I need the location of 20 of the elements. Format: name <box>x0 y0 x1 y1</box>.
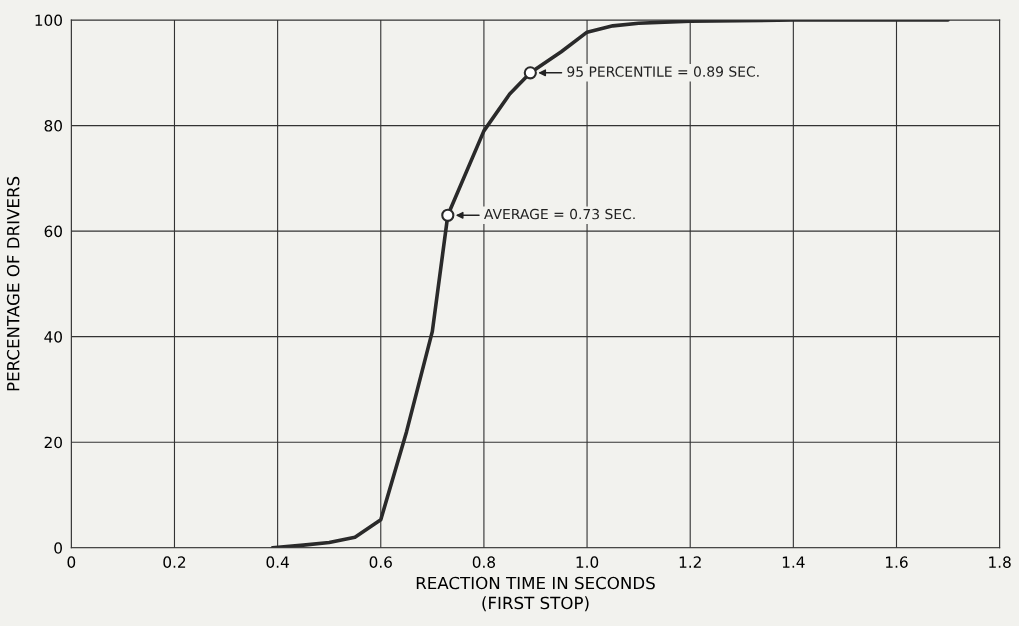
y-tick-label: 20 <box>44 436 62 449</box>
x-tick-label: 1.0 <box>576 556 599 568</box>
x-tick-label: 1.6 <box>886 556 908 568</box>
x-tick-label: 0.4 <box>266 556 289 568</box>
annotation: AVERAGE = 0.73 SEC. <box>484 208 635 220</box>
annotation: 95 PERCENTILE = 0.89 SEC. <box>567 66 759 77</box>
y-tick-label: 40 <box>44 331 62 343</box>
x-tick-label: 1.8 <box>989 556 1011 568</box>
x-axis-title: REACTION TIME IN SECONDS (FIRST STOP) <box>416 576 655 612</box>
y-axis-title: PERCENTAGE OF DRIVERS <box>6 176 20 391</box>
x-tick-label: 0.8 <box>472 556 496 568</box>
y-tick-label: 60 <box>44 225 62 238</box>
y-tick-label: 100 <box>35 14 62 27</box>
x-tick-label: 0.6 <box>369 556 392 568</box>
x-tick-label: 1.4 <box>782 556 805 568</box>
y-tick-label: 80 <box>44 120 62 132</box>
x-tick-label: 1.2 <box>679 556 701 568</box>
x-tick-label: 0.2 <box>163 556 186 568</box>
y-tick-label: 0 <box>54 542 62 554</box>
x-tick-label: 0 <box>67 556 76 568</box>
